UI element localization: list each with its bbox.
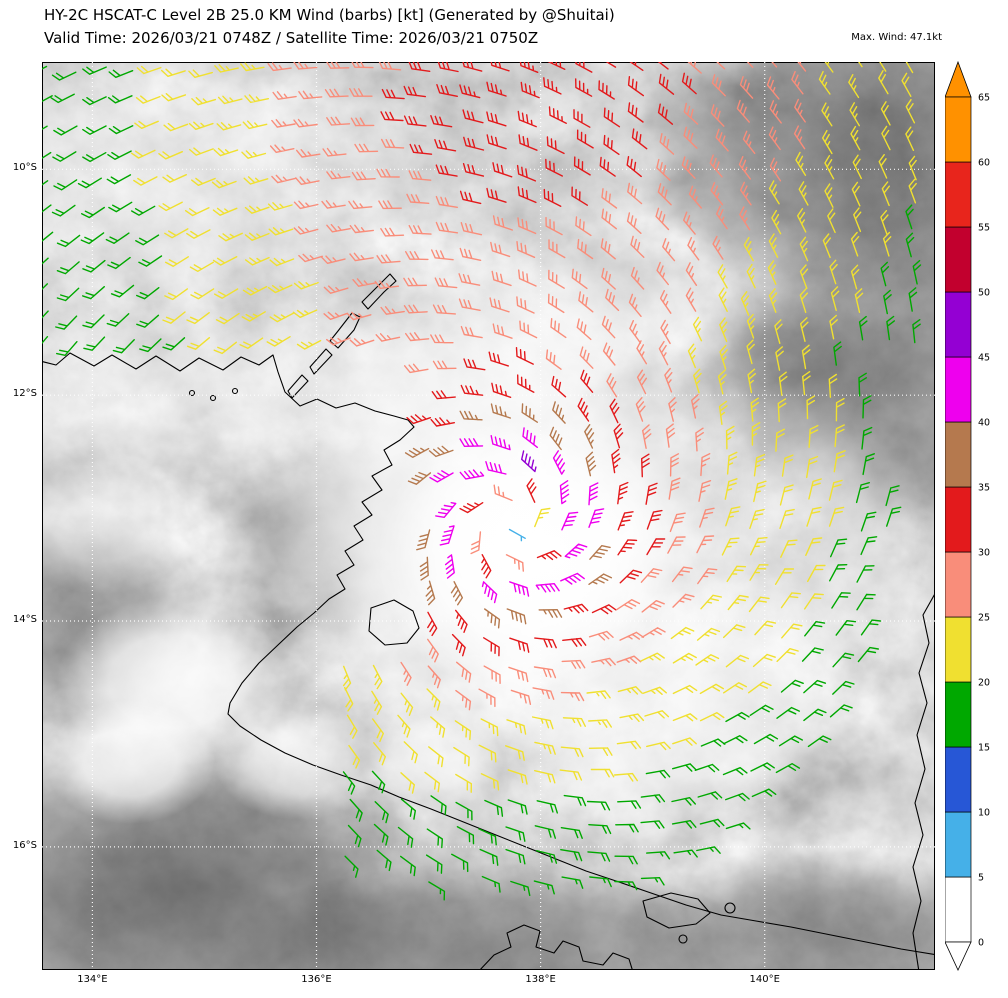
lon-tick-label: 140°E: [743, 974, 787, 985]
colorbar-segment: [945, 812, 971, 877]
colorbar-segment: [945, 97, 971, 162]
cyclone-cloud-core: [377, 417, 677, 697]
colorbar-tick-label: 55: [978, 223, 990, 234]
colorbar-segment: [945, 747, 971, 812]
lon-tick-label: 138°E: [519, 974, 563, 985]
lat-tick-label: 10°S: [0, 162, 37, 173]
colorbar-tick-label: 65: [978, 93, 990, 104]
cloud-region: [45, 700, 215, 824]
colorbar-segment: [945, 617, 971, 682]
lat-tick-label: 12°S: [0, 388, 37, 399]
colorbar-tick-label: 15: [978, 743, 990, 754]
colorbar-segment: [945, 357, 971, 422]
max-wind-label: Max. Wind: 47.1kt: [851, 32, 942, 43]
colorbar-tick-label: 10: [978, 808, 990, 819]
colorbar-segment: [945, 292, 971, 357]
cloud-region: [360, 714, 504, 810]
colorbar-tick-label: 20: [978, 678, 990, 689]
colorbar-tick-label: 50: [978, 288, 990, 299]
lat-tick-label: 14°S: [0, 614, 37, 625]
figure-title: HY-2C HSCAT-C Level 2B 25.0 KM Wind (bar…: [44, 6, 615, 24]
colorbar-segment: [945, 682, 971, 747]
colorbar-arrow-bottom: [945, 942, 971, 970]
colorbar-tick-label: 40: [978, 418, 990, 429]
lat-tick-label: 16°S: [0, 840, 37, 851]
colorbar-tick-label: 5: [978, 873, 984, 884]
colorbar-tick-label: 0: [978, 938, 984, 949]
figure: HY-2C HSCAT-C Level 2B 25.0 KM Wind (bar…: [0, 0, 1008, 998]
lon-tick-label: 136°E: [295, 974, 339, 985]
colorbar-arrow-top: [945, 62, 971, 97]
colorbar-segment: [945, 422, 971, 487]
colorbar-segment: [945, 487, 971, 552]
colorbar: 0 5 10 15 20 25 30 35 40 45 50 55 60 65: [945, 60, 1003, 972]
colorbar-tick-label: 30: [978, 548, 990, 559]
colorbar-tick-label: 45: [978, 353, 990, 364]
colorbar-tick-label: 25: [978, 613, 990, 624]
figure-subtitle: Valid Time: 2026/03/21 0748Z / Satellite…: [44, 29, 538, 47]
colorbar-segment: [945, 552, 971, 617]
colorbar-segment: [945, 227, 971, 292]
colorbar-segment: [945, 162, 971, 227]
colorbar-tick-label: 35: [978, 483, 990, 494]
lon-tick-label: 134°E: [70, 974, 114, 985]
colorbar-segment: [945, 877, 971, 942]
cloud-region: [215, 704, 385, 820]
colorbar-tick-label: 60: [978, 158, 990, 169]
map-area: [42, 62, 935, 970]
wind-map: [42, 62, 935, 970]
